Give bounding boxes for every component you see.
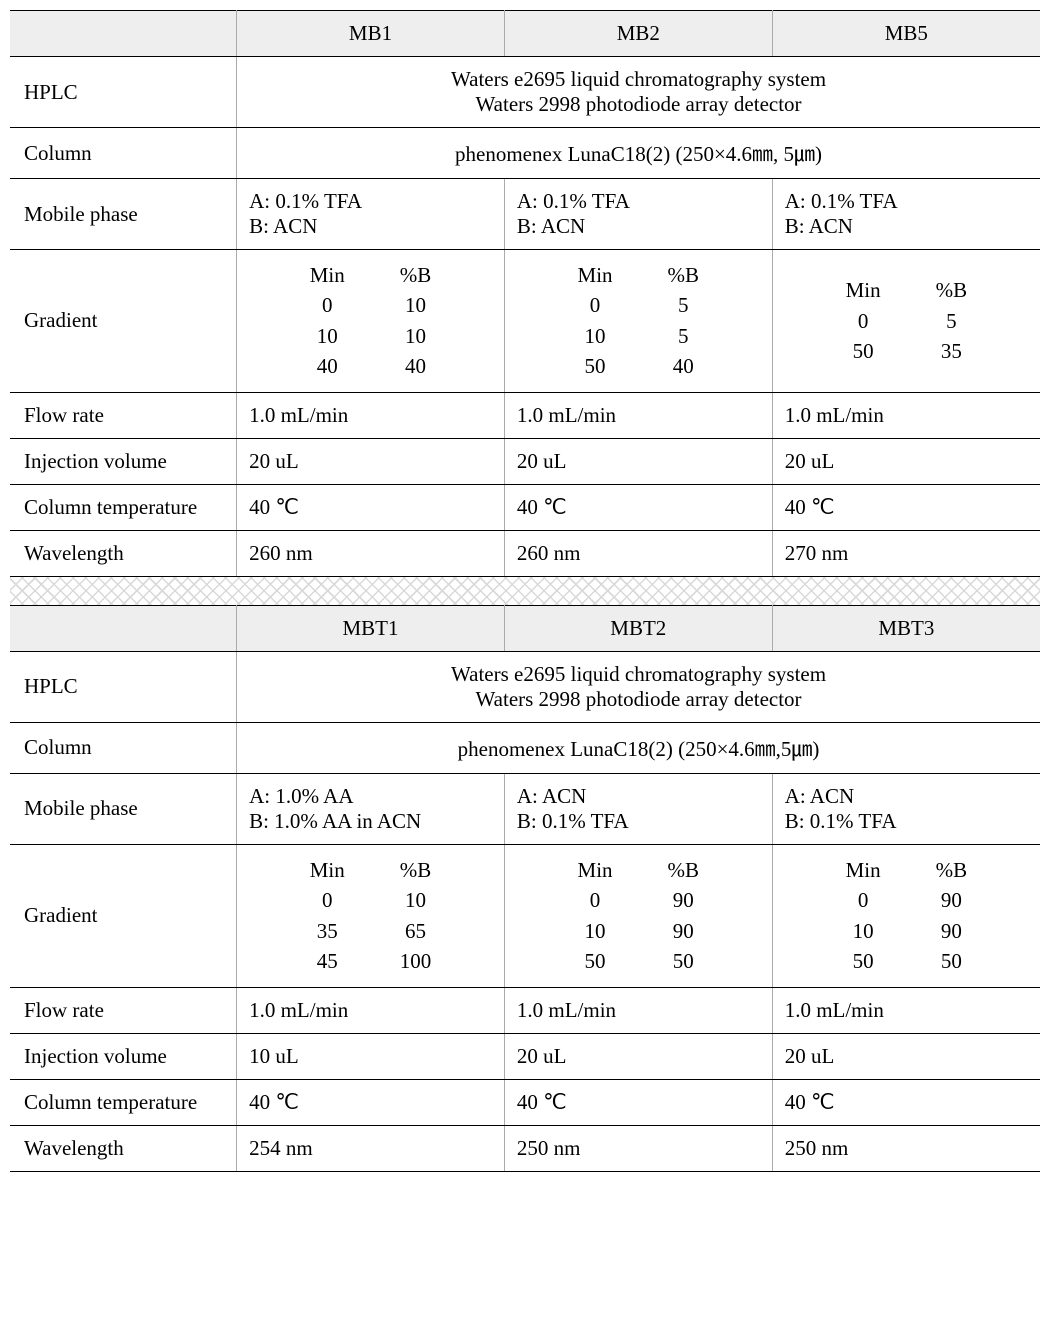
column-cell: phenomenex LunaC18(2) (250×4.6㎜, 5㎛) bbox=[237, 128, 1040, 179]
wave-3: 270 nm bbox=[772, 530, 1040, 576]
row-gradient-b: Gradient Min03545 %B1065100 Min01050 %B9… bbox=[10, 844, 1040, 987]
label-hplc: HPLC bbox=[10, 57, 237, 128]
label-inj-b: Injection volume bbox=[10, 1033, 237, 1079]
mobile-1: A: 0.1% TFA B: ACN bbox=[237, 179, 505, 250]
inj-3b: 20 uL bbox=[772, 1033, 1040, 1079]
gradient-2: Min01050 %B5540 bbox=[504, 250, 772, 393]
flow-2: 1.0 mL/min bbox=[504, 392, 772, 438]
wave-2: 260 nm bbox=[504, 530, 772, 576]
header-blank bbox=[10, 11, 237, 57]
gradient-2b: Min01050 %B909050 bbox=[504, 844, 772, 987]
inj-1: 20 uL bbox=[237, 438, 505, 484]
row-column: Column phenomenex LunaC18(2) (250×4.6㎜, … bbox=[10, 128, 1040, 179]
flow-3: 1.0 mL/min bbox=[772, 392, 1040, 438]
temp-2: 40 ℃ bbox=[504, 484, 772, 530]
mobile-2: A: 0.1% TFA B: ACN bbox=[504, 179, 772, 250]
label-flow: Flow rate bbox=[10, 392, 237, 438]
temp-3: 40 ℃ bbox=[772, 484, 1040, 530]
row-hplc: HPLC Waters e2695 liquid chromatography … bbox=[10, 57, 1040, 128]
gradient-1: Min01040 %B101040 bbox=[237, 250, 505, 393]
hplc-table-2: MBT1 MBT2 MBT3 HPLC Waters e2695 liquid … bbox=[10, 605, 1040, 1172]
row-column-b: Column phenomenex LunaC18(2) (250×4.6㎜,5… bbox=[10, 722, 1040, 773]
hatched-separator bbox=[10, 577, 1040, 605]
gradient-3b: Min01050 %B909050 bbox=[772, 844, 1040, 987]
gradient-1b: Min03545 %B1065100 bbox=[237, 844, 505, 987]
label-wave: Wavelength bbox=[10, 530, 237, 576]
label-hplc-b: HPLC bbox=[10, 651, 237, 722]
inj-2: 20 uL bbox=[504, 438, 772, 484]
row-coltemp-b: Column temperature 40 ℃ 40 ℃ 40 ℃ bbox=[10, 1079, 1040, 1125]
label-gradient-b: Gradient bbox=[10, 844, 237, 987]
flow-1b: 1.0 mL/min bbox=[237, 987, 505, 1033]
mobile-2b: A: ACN B: 0.1% TFA bbox=[504, 773, 772, 844]
inj-1b: 10 uL bbox=[237, 1033, 505, 1079]
row-mobile-phase: Mobile phase A: 0.1% TFA B: ACN A: 0.1% … bbox=[10, 179, 1040, 250]
header-blank-2 bbox=[10, 605, 237, 651]
column-cell-b: phenomenex LunaC18(2) (250×4.6㎜,5㎛) bbox=[237, 722, 1040, 773]
gradient-3: Min050 %B535 bbox=[772, 250, 1040, 393]
header-col-3b: MBT3 bbox=[772, 605, 1040, 651]
inj-3: 20 uL bbox=[772, 438, 1040, 484]
label-column-b: Column bbox=[10, 722, 237, 773]
inj-2b: 20 uL bbox=[504, 1033, 772, 1079]
label-temp-b: Column temperature bbox=[10, 1079, 237, 1125]
temp-3b: 40 ℃ bbox=[772, 1079, 1040, 1125]
hplc-line1: Waters e2695 liquid chromatography syste… bbox=[249, 67, 1028, 92]
header-col-1: MB1 bbox=[237, 11, 505, 57]
label-gradient: Gradient bbox=[10, 250, 237, 393]
temp-1b: 40 ℃ bbox=[237, 1079, 505, 1125]
flow-3b: 1.0 mL/min bbox=[772, 987, 1040, 1033]
row-hplc-b: HPLC Waters e2695 liquid chromatography … bbox=[10, 651, 1040, 722]
row-flowrate-b: Flow rate 1.0 mL/min 1.0 mL/min 1.0 mL/m… bbox=[10, 987, 1040, 1033]
row-wavelength: Wavelength 260 nm 260 nm 270 nm bbox=[10, 530, 1040, 576]
header-col-3: MB5 bbox=[772, 11, 1040, 57]
row-injvol: Injection volume 20 uL 20 uL 20 uL bbox=[10, 438, 1040, 484]
row-gradient: Gradient Min01040 %B101040 Min01050 %B55… bbox=[10, 250, 1040, 393]
temp-1: 40 ℃ bbox=[237, 484, 505, 530]
wave-2b: 250 nm bbox=[504, 1125, 772, 1171]
header-col-2: MB2 bbox=[504, 11, 772, 57]
flow-2b: 1.0 mL/min bbox=[504, 987, 772, 1033]
row-flowrate: Flow rate 1.0 mL/min 1.0 mL/min 1.0 mL/m… bbox=[10, 392, 1040, 438]
temp-2b: 40 ℃ bbox=[504, 1079, 772, 1125]
row-injvol-b: Injection volume 10 uL 20 uL 20 uL bbox=[10, 1033, 1040, 1079]
label-temp: Column temperature bbox=[10, 484, 237, 530]
hplc-cell: Waters e2695 liquid chromatography syste… bbox=[237, 57, 1040, 128]
label-wave-b: Wavelength bbox=[10, 1125, 237, 1171]
mobile-3b: A: ACN B: 0.1% TFA bbox=[772, 773, 1040, 844]
header-col-2b: MBT2 bbox=[504, 605, 772, 651]
hplc-table-1: MB1 MB2 MB5 HPLC Waters e2695 liquid chr… bbox=[10, 10, 1040, 577]
hplc-cell-b: Waters e2695 liquid chromatography syste… bbox=[237, 651, 1040, 722]
wave-1: 260 nm bbox=[237, 530, 505, 576]
row-mobile-phase-b: Mobile phase A: 1.0% AA B: 1.0% AA in AC… bbox=[10, 773, 1040, 844]
header-col-1b: MBT1 bbox=[237, 605, 505, 651]
flow-1: 1.0 mL/min bbox=[237, 392, 505, 438]
row-wavelength-b: Wavelength 254 nm 250 nm 250 nm bbox=[10, 1125, 1040, 1171]
mobile-1b: A: 1.0% AA B: 1.0% AA in ACN bbox=[237, 773, 505, 844]
label-mobile-b: Mobile phase bbox=[10, 773, 237, 844]
mobile-3: A: 0.1% TFA B: ACN bbox=[772, 179, 1040, 250]
wave-1b: 254 nm bbox=[237, 1125, 505, 1171]
hplc-line2: Waters 2998 photodiode array detector bbox=[249, 92, 1028, 117]
label-flow-b: Flow rate bbox=[10, 987, 237, 1033]
label-mobile: Mobile phase bbox=[10, 179, 237, 250]
label-inj: Injection volume bbox=[10, 438, 237, 484]
label-column: Column bbox=[10, 128, 237, 179]
row-coltemp: Column temperature 40 ℃ 40 ℃ 40 ℃ bbox=[10, 484, 1040, 530]
wave-3b: 250 nm bbox=[772, 1125, 1040, 1171]
